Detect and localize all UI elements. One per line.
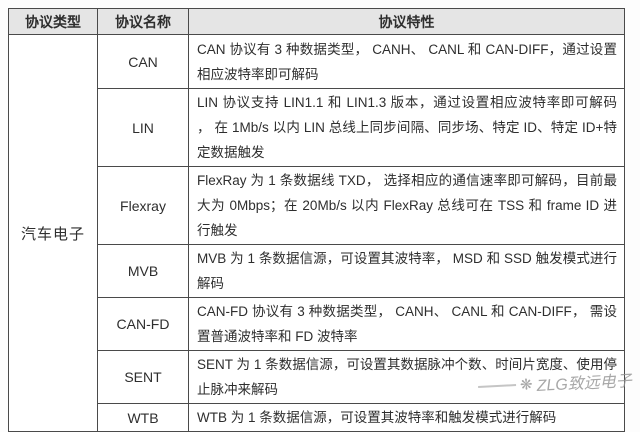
protocol-feature-cell: SENT 为 1 条数据信源，可设置其数据脉冲个数、时间片宽度、使用停止脉冲来解… xyxy=(188,350,625,404)
table-row-sent: SENT SENT 为 1 条数据信源，可设置其数据脉冲个数、时间片宽度、使用停… xyxy=(9,350,625,404)
protocol-name-cell: CAN xyxy=(97,34,189,89)
table-row-can-fd: CAN-FD CAN-FD 协议有 3 种数据类型， CANH、 CANL 和 … xyxy=(9,297,625,351)
table-row-mvb: MVB MVB 为 1 条数据信源，可设置其波特率， MSD 和 SSD 触发模… xyxy=(9,244,625,298)
protocol-feature-cell: WTB 为 1 条数据信源，可设置其波特率和触发模式进行解码 xyxy=(188,403,625,432)
header-protocol-name: 协议名称 xyxy=(97,8,189,35)
table-row-flexray: Flexray FlexRay 为 1 条数据线 TXD， 选择相应的通信速率即… xyxy=(9,166,625,245)
header-protocol-feature: 协议特性 xyxy=(188,8,625,35)
protocol-name-cell: LIN xyxy=(97,88,189,167)
protocol-name-cell: CAN-FD xyxy=(97,297,189,351)
header-row: 协议类型 协议名称 协议特性 xyxy=(8,8,625,35)
protocol-name-cell: Flexray xyxy=(97,166,189,245)
table-row-can: 汽车电子 CAN CAN 协议有 3 种数据类型， CANH、 CANL 和 C… xyxy=(8,34,625,432)
protocol-name-cell: WTB xyxy=(97,403,189,432)
category-cell: 汽车电子 xyxy=(8,34,98,432)
table-row-lin: LIN LIN 协议支持 LIN1.1 和 LIN1.3 版本，通过设置相应波特… xyxy=(9,88,625,167)
protocol-feature-cell: FlexRay 为 1 条数据线 TXD， 选择相应的通信速率即可解码，目前最大… xyxy=(188,166,625,245)
protocol-feature-cell: LIN 协议支持 LIN1.1 和 LIN1.3 版本，通过设置相应波特率即可解… xyxy=(188,88,625,167)
header-protocol-type: 协议类型 xyxy=(8,8,98,35)
table-row-wtb: WTB WTB 为 1 条数据信源，可设置其波特率和触发模式进行解码 xyxy=(9,403,625,432)
protocol-feature-cell: CAN 协议有 3 种数据类型， CANH、 CANL 和 CAN-DIFF，通… xyxy=(188,34,625,89)
protocol-feature-cell: MVB 为 1 条数据信源，可设置其波特率， MSD 和 SSD 触发模式进行解… xyxy=(188,244,625,298)
protocol-feature-cell: CAN-FD 协议有 3 种数据类型， CANH、 CANL 和 CAN-DIF… xyxy=(188,297,625,351)
protocol-table: 协议类型 协议名称 协议特性 汽车电子 CAN CAN 协议有 3 种数据类型，… xyxy=(8,8,625,432)
protocol-name-cell: MVB xyxy=(97,244,189,298)
protocol-name-cell: SENT xyxy=(97,350,189,404)
